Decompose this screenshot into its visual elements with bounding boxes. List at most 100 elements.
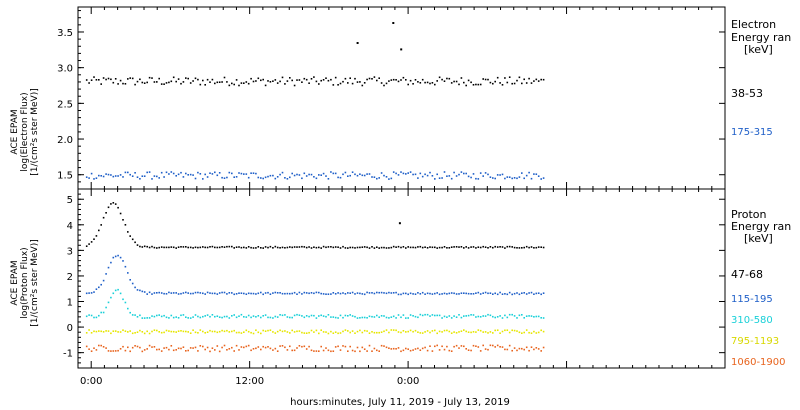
data-point — [479, 172, 482, 174]
data-point — [148, 344, 151, 347]
data-point — [342, 316, 344, 319]
data-point — [373, 76, 376, 78]
data-point — [397, 245, 400, 248]
data-point — [397, 80, 400, 83]
data-point — [395, 348, 397, 350]
data-point — [281, 345, 284, 347]
data-point — [163, 83, 165, 85]
data-point — [153, 81, 156, 83]
data-point — [513, 347, 516, 349]
data-point — [479, 293, 482, 295]
data-point — [252, 315, 255, 317]
data-point — [298, 79, 301, 81]
data-point — [383, 292, 385, 294]
data-point — [286, 292, 289, 295]
data-point — [494, 245, 496, 248]
data-point — [139, 329, 141, 332]
data-point — [264, 246, 267, 248]
data-point — [460, 345, 463, 347]
data-point — [182, 314, 185, 316]
data-point — [446, 175, 448, 177]
data-point — [318, 83, 320, 85]
data-point — [496, 293, 499, 296]
data-point — [187, 246, 189, 249]
data-point — [402, 172, 405, 175]
data-point — [177, 293, 180, 295]
data-point — [192, 80, 194, 82]
data-point — [330, 246, 332, 248]
data-point — [209, 246, 211, 248]
data-point — [337, 84, 339, 86]
data-point — [441, 246, 443, 249]
data-point — [388, 291, 390, 294]
proton-ytick-label: 2 — [67, 272, 73, 283]
data-point — [511, 329, 513, 332]
data-point — [177, 78, 180, 80]
data-point — [274, 315, 277, 318]
data-point — [231, 245, 233, 248]
data-point — [540, 78, 542, 81]
proton-legend-1060-1900: 1060-1900 — [731, 357, 786, 368]
data-point — [131, 238, 134, 241]
data-point — [429, 315, 431, 317]
data-point — [209, 329, 211, 332]
data-point — [487, 173, 489, 176]
data-point — [223, 76, 226, 79]
data-point — [516, 247, 518, 249]
data-point — [105, 330, 107, 332]
data-point — [117, 206, 119, 209]
data-point — [489, 314, 492, 317]
data-point — [170, 292, 173, 294]
data-point — [233, 314, 235, 316]
electron-plot-frame — [77, 6, 726, 190]
proton-y-ticks: -1 0 1 2 3 4 5 — [63, 189, 726, 369]
data-point — [243, 331, 245, 333]
data-point — [211, 78, 214, 81]
data-point — [199, 329, 202, 331]
data-point — [235, 293, 238, 295]
data-point — [107, 350, 110, 352]
data-point — [487, 247, 489, 249]
data-point — [98, 344, 100, 347]
data-point — [414, 315, 417, 318]
data-point — [511, 349, 513, 352]
data-point — [221, 81, 223, 83]
data-point — [407, 246, 409, 248]
data-point — [141, 290, 144, 293]
data-point — [119, 212, 122, 215]
data-point — [303, 246, 306, 248]
data-point — [359, 350, 361, 353]
data-point — [247, 330, 250, 333]
data-point — [211, 330, 214, 333]
data-point — [371, 176, 373, 178]
proton-ylabel-line-1: ACE EPAM — [10, 260, 20, 305]
data-point — [339, 82, 342, 85]
data-point — [279, 329, 281, 332]
data-point — [516, 79, 518, 82]
data-point — [110, 78, 112, 81]
data-point — [298, 174, 301, 176]
data-point — [366, 78, 368, 81]
data-point — [424, 293, 426, 295]
data-point — [530, 332, 533, 334]
data-point — [371, 78, 373, 80]
data-point — [434, 329, 436, 332]
data-point — [482, 245, 484, 248]
data-point — [533, 316, 535, 318]
data-point — [252, 292, 255, 295]
data-point — [383, 246, 385, 249]
data-point — [368, 247, 371, 249]
data-point — [112, 81, 115, 84]
data-point — [107, 173, 110, 176]
data-point — [310, 314, 313, 317]
data-point — [238, 172, 240, 174]
data-point — [337, 332, 339, 335]
data-point — [349, 314, 351, 316]
data-point — [521, 292, 523, 294]
data-point — [85, 345, 88, 348]
data-point — [506, 245, 509, 248]
data-point — [197, 291, 199, 294]
data-point — [293, 291, 296, 294]
data-point — [279, 80, 281, 83]
data-point — [436, 247, 438, 249]
